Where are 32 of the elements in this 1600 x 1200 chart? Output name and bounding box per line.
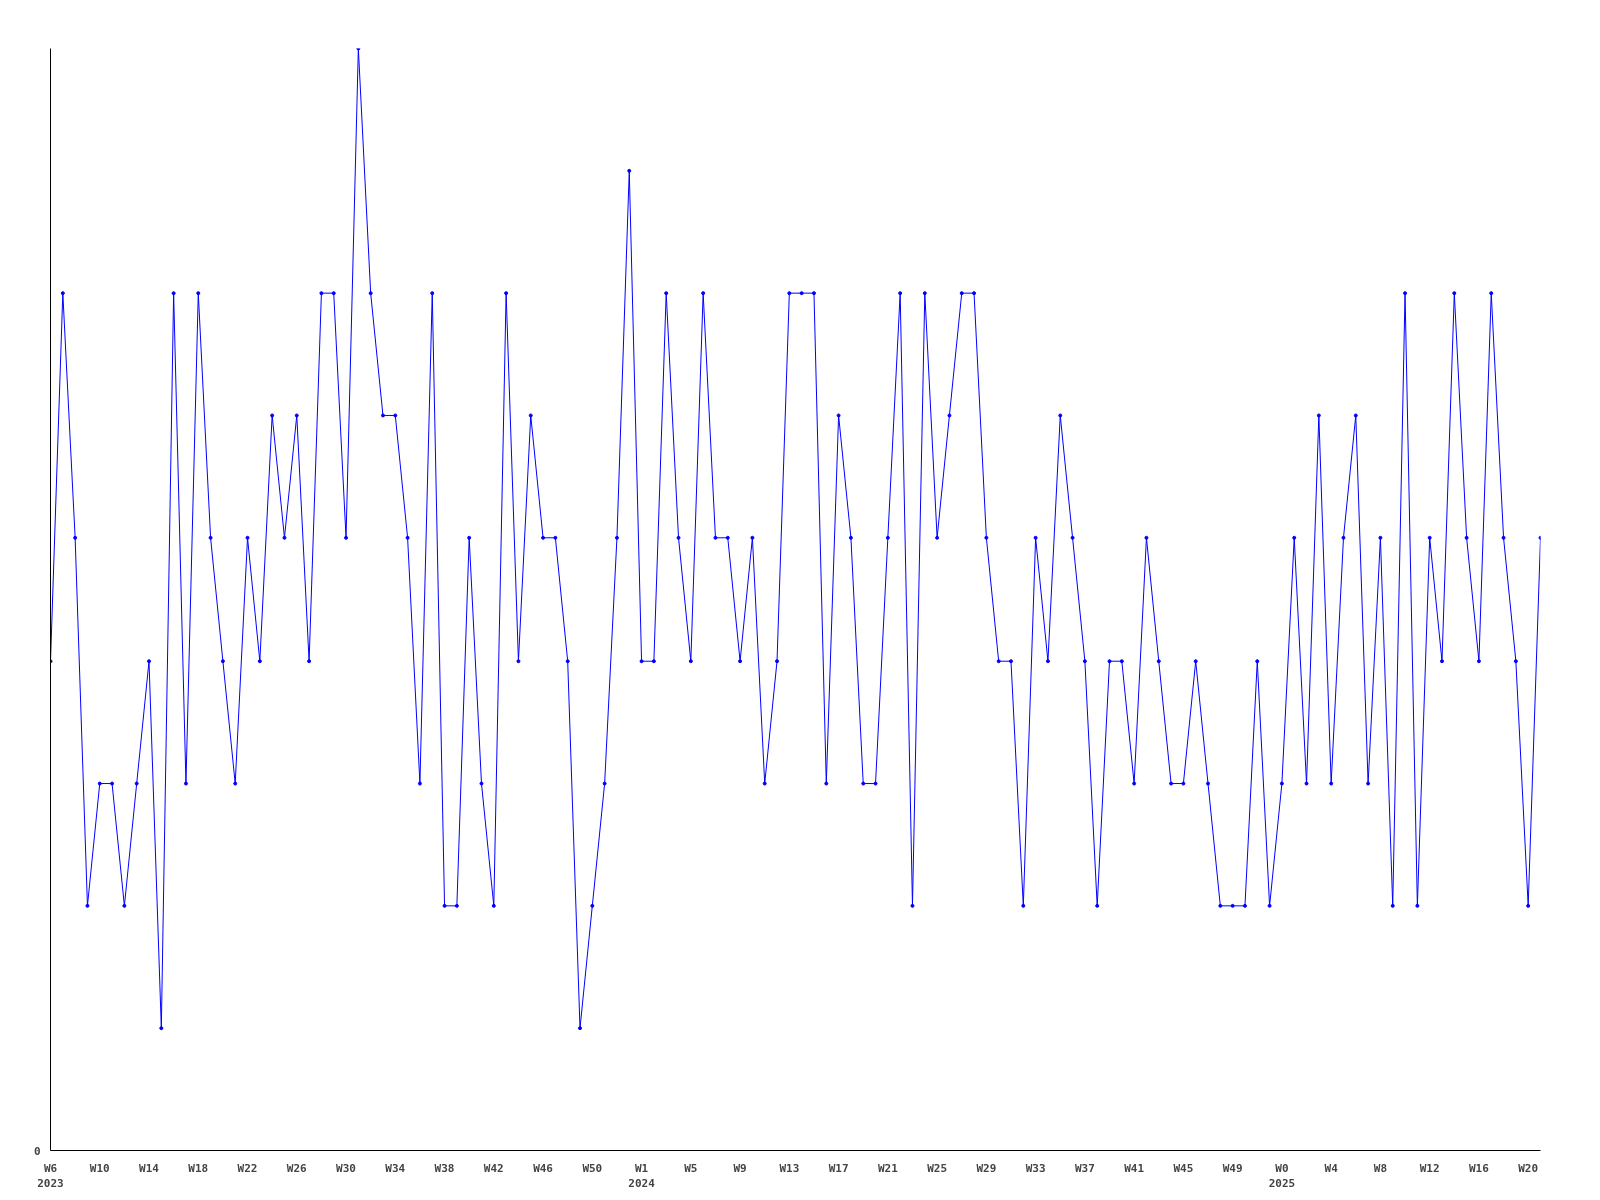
x-tick-label: W16 — [1469, 1161, 1490, 1175]
x-tick-label: W37 — [1074, 1161, 1095, 1175]
x-tick-label: W21 — [877, 1161, 899, 1175]
x-tick-label: W50 — [582, 1161, 603, 1175]
x-tick-label: W45 — [1173, 1161, 1194, 1175]
x-tick-label: W6 2023 — [37, 1161, 64, 1191]
x-tick-label: W14 — [139, 1161, 160, 1175]
x-tick-label: W38 — [434, 1161, 455, 1175]
x-tick-label: W1 2024 — [628, 1161, 656, 1191]
x-tick-label: W33 — [1025, 1161, 1046, 1175]
x-tick-label: W49 — [1222, 1161, 1243, 1175]
x-tick-label: W22 — [237, 1161, 258, 1175]
x-tick-label: W4 — [1324, 1161, 1339, 1175]
x-tick-label: W20 — [1518, 1161, 1539, 1175]
x-tick-label: W0 2025 — [1268, 1161, 1296, 1191]
x-tick-label: W41 — [1124, 1161, 1145, 1175]
x-tick-label: W26 — [286, 1161, 308, 1175]
x-tick-label: W25 — [927, 1161, 948, 1175]
x-tick-label: W29 — [976, 1161, 997, 1175]
x-tick-label: W8 — [1373, 1161, 1388, 1175]
x-tick-label: W34 — [385, 1161, 406, 1175]
x-tick-label: W18 — [188, 1161, 209, 1175]
x-tick-label: W5 — [684, 1161, 698, 1175]
x-tick-label: W30 — [336, 1161, 356, 1175]
x-tick-label: W12 — [1419, 1161, 1440, 1175]
x-tick-label: W13 — [779, 1161, 800, 1175]
x-tick-label: W46 — [533, 1161, 554, 1175]
x-tick-label: W42 — [483, 1161, 504, 1175]
text: 0 — [33, 1144, 41, 1158]
x-tick-label: W17 — [828, 1161, 849, 1175]
x-tick-label: W9 — [733, 1161, 747, 1175]
x-tick-label: W10 — [89, 1161, 110, 1175]
